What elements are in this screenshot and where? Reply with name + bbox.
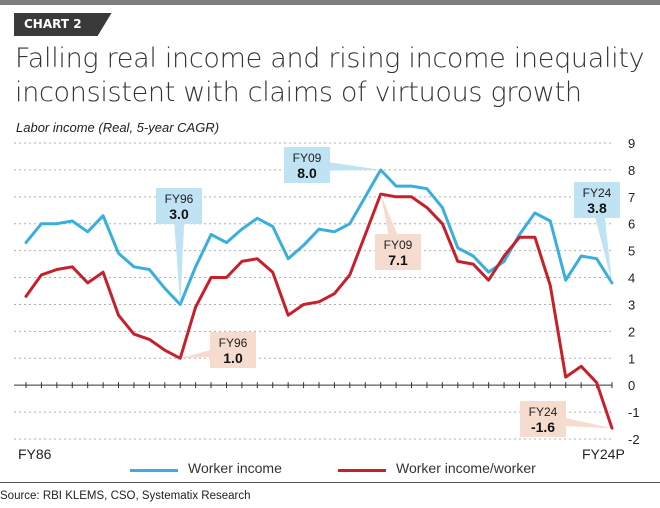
series-line-worker-income-per-worker — [24, 192, 614, 430]
y-tick-label: 3 — [628, 297, 635, 312]
callout-label: FY09 — [293, 151, 322, 165]
title-line-2: inconsistent with claims of virtuous gro… — [15, 77, 582, 108]
callout-value: -1.6 — [531, 419, 555, 435]
callout-pointer — [591, 198, 612, 283]
y-tick-label: 0 — [628, 378, 635, 393]
chart-tag: CHART 2 — [14, 13, 112, 36]
callout-box — [210, 332, 256, 368]
y-tick-label: 1 — [628, 351, 635, 366]
callout-value: 8.0 — [297, 165, 317, 181]
legend-label: Worker income/worker — [396, 460, 536, 476]
source-note: Source: RBI KLEMS, CSO, Systematix Resea… — [0, 490, 251, 502]
callout-label: FY24 — [583, 186, 612, 200]
callout-box — [284, 147, 330, 183]
callout-box — [375, 234, 421, 270]
callout-box — [156, 188, 202, 224]
y-tick-label: 7 — [628, 190, 635, 205]
callout-label: FY96 — [219, 336, 248, 350]
top-bar — [0, 0, 660, 5]
callout-label: FY09 — [384, 238, 413, 252]
line-chart: 9876543210-1-2FY963.0FY098.0FY243.8FY961… — [14, 136, 640, 447]
y-tick-label: 5 — [628, 244, 635, 259]
bottom-rule — [0, 482, 660, 483]
callout-value: 7.1 — [388, 252, 408, 268]
chart-subtitle: Labor income (Real, 5-year CAGR) — [16, 120, 220, 135]
y-tick-label: 9 — [628, 136, 635, 151]
callout-value: 1.0 — [223, 350, 243, 366]
legend-swatch-red — [338, 469, 386, 472]
y-tick-label: 2 — [628, 324, 635, 339]
legend-label: Worker income — [188, 460, 282, 476]
y-tick-label: 8 — [628, 163, 635, 178]
callout-box — [520, 401, 566, 437]
y-tick-label: -2 — [628, 432, 640, 447]
callout-label: FY24 — [529, 405, 558, 419]
y-tick-label: 4 — [628, 271, 635, 286]
chart-title: Falling real income and rising income in… — [15, 42, 645, 110]
callout-label: FY96 — [165, 192, 194, 206]
callout-value: 3.0 — [169, 206, 189, 222]
x-start-label: FY86 — [18, 446, 52, 462]
legend-swatch-blue — [130, 469, 178, 472]
callout-box — [574, 182, 620, 218]
callout-value: 3.8 — [587, 200, 607, 216]
y-tick-label: 6 — [628, 217, 635, 232]
title-line-1: Falling real income and rising income in… — [15, 43, 645, 74]
callout-pointer — [173, 205, 185, 305]
x-end-label: FY24P — [582, 446, 625, 462]
y-tick-label: -1 — [628, 405, 640, 420]
